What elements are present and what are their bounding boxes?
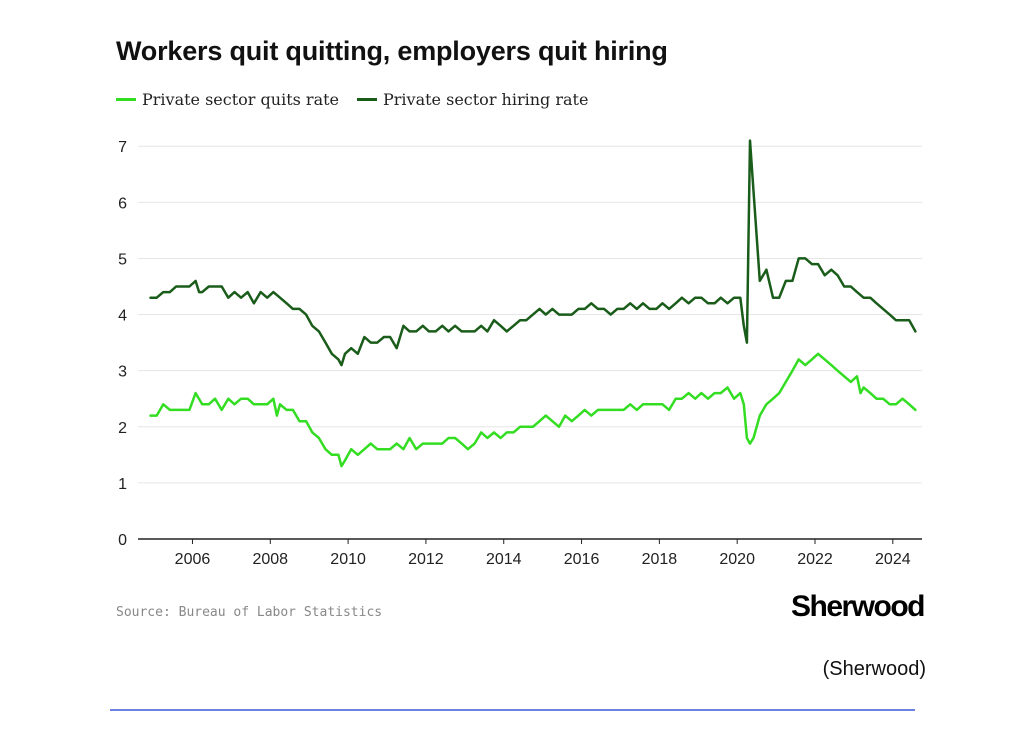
x-tick-label-2016: 2016 (564, 551, 600, 568)
x-tick-label-2020: 2020 (719, 551, 755, 568)
x-tick-label-2024: 2024 (875, 551, 911, 568)
legend: Private sector quits rate Private sector… (116, 90, 588, 109)
chart-title: Workers quit quitting, employers quit hi… (116, 36, 668, 66)
legend-label-quits: Private sector quits rate (142, 90, 340, 109)
x-tick-label-2022: 2022 (797, 551, 833, 568)
x-tick-label-2014: 2014 (486, 551, 522, 568)
y-tick-label-1: 1 (118, 476, 127, 493)
brand-logo: Sherwood (790, 590, 926, 623)
image-caption: (Sherwood) (822, 658, 926, 680)
x-tick-label-2018: 2018 (642, 551, 678, 568)
y-tick-label-3: 3 (118, 364, 127, 381)
hiring-rate-line (149, 139, 917, 367)
x-tick-label-2012: 2012 (408, 551, 444, 568)
legend-swatch-quits (116, 98, 136, 101)
legend-swatch-hiring (357, 98, 378, 101)
y-tick-label-2: 2 (118, 420, 127, 437)
y-tick-label-7: 7 (118, 139, 127, 156)
y-tick-label-6: 6 (118, 195, 127, 212)
y-tick-label-4: 4 (118, 308, 127, 325)
divider (110, 709, 915, 711)
quits-rate-line (149, 352, 917, 468)
y-tick-label-5: 5 (118, 251, 127, 268)
legend-item-hiring: Private sector hiring rate (357, 90, 588, 109)
x-tick-label-2006: 2006 (175, 551, 211, 568)
source-note: Source: Bureau of Labor Statistics (116, 605, 383, 620)
y-tick-label-0: 0 (118, 532, 127, 549)
legend-label-hiring: Private sector hiring rate (383, 90, 589, 109)
legend-item-quits: Private sector quits rate (116, 90, 339, 109)
x-tick-label-2008: 2008 (252, 551, 288, 568)
x-tick-label-2010: 2010 (330, 551, 366, 568)
